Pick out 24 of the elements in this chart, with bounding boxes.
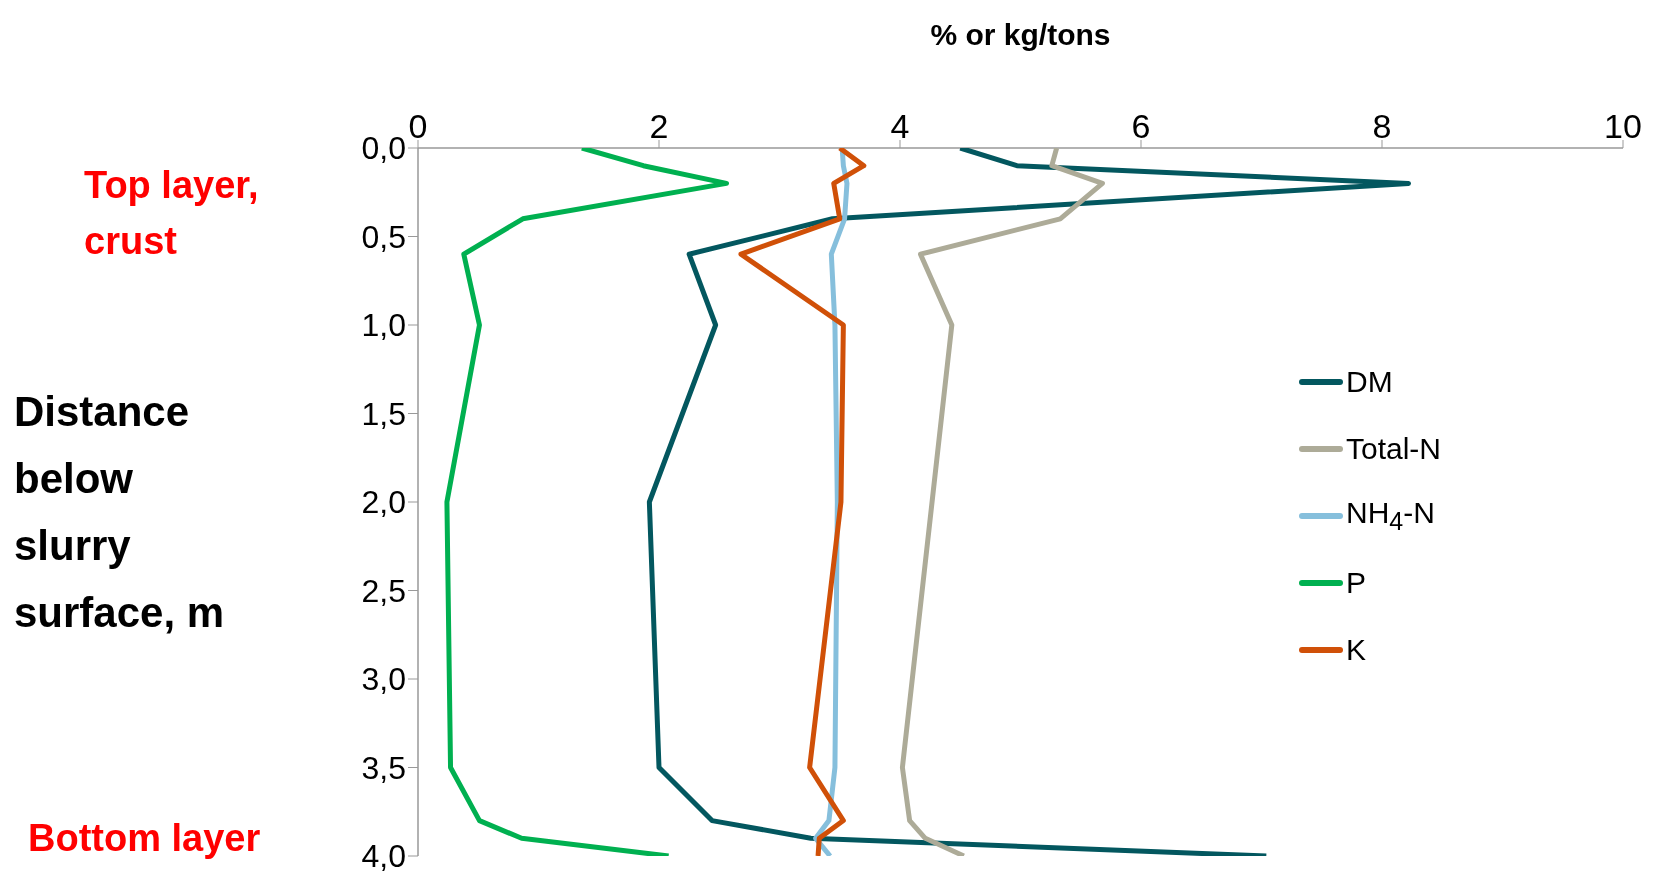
y-tick-label: 3,0: [361, 661, 406, 698]
y-tick-label: 2,0: [361, 484, 406, 521]
legend-label: DM: [1346, 364, 1393, 399]
y-tick-label: 0,5: [361, 218, 406, 255]
x-tick-label: 10: [1604, 107, 1642, 145]
x-tick-label: 4: [890, 107, 910, 145]
x-axis-title: % or kg/tons: [929, 18, 1112, 52]
y-tick-label: 3,5: [361, 749, 406, 786]
y-tick-label: 1,5: [361, 395, 406, 432]
x-tick-label: 2: [649, 107, 669, 145]
legend-label: NH$_{4}$-N: [1346, 495, 1435, 536]
y-tick-label: 4,0: [361, 838, 406, 875]
legend-label: Total-N: [1346, 431, 1442, 466]
x-tick-label: 0: [408, 107, 428, 145]
legend-label: K: [1346, 632, 1367, 667]
y-axis-title: Distance below slurry surface, m: [14, 387, 226, 638]
y-tick-label: 2,5: [361, 572, 406, 609]
x-tick-label: 8: [1372, 107, 1392, 145]
text: Bottom layer: [28, 816, 262, 861]
x-tick-label: 6: [1131, 107, 1151, 145]
y-tick-label: 0,0: [361, 130, 406, 167]
y-tick-label: 1,0: [361, 307, 406, 344]
text: Top layer, crust: [84, 163, 260, 264]
legend-label: P: [1346, 565, 1367, 600]
